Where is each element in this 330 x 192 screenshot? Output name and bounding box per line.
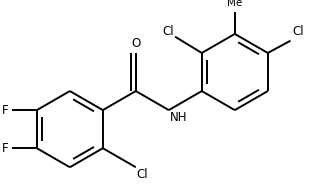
Text: Cl: Cl: [137, 168, 148, 181]
Text: Cl: Cl: [292, 25, 304, 38]
Text: O: O: [131, 37, 141, 50]
Text: F: F: [2, 104, 8, 117]
Text: Me: Me: [227, 0, 243, 8]
Text: Cl: Cl: [162, 25, 174, 38]
Text: F: F: [2, 142, 8, 155]
Text: NH: NH: [170, 111, 187, 124]
